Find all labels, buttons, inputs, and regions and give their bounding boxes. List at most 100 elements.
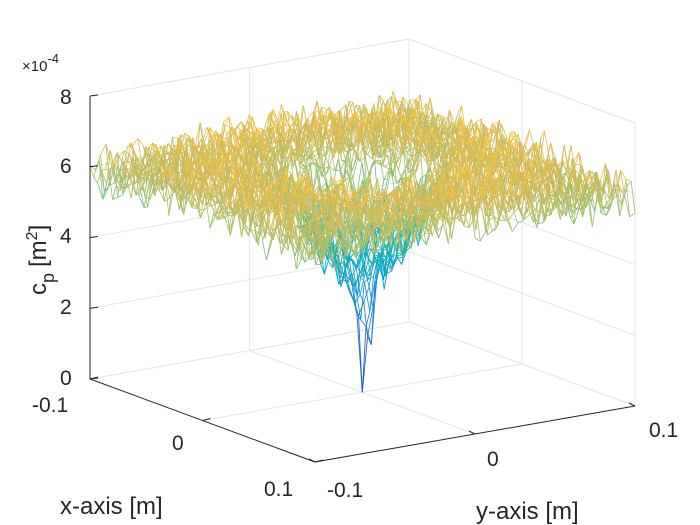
surface-line	[321, 172, 328, 178]
surface-line	[560, 203, 567, 217]
surface-line	[479, 150, 484, 179]
surface-line	[562, 160, 567, 172]
surface-line	[359, 272, 366, 295]
surface-line	[401, 253, 406, 265]
surface-line	[357, 248, 362, 296]
surface-line	[376, 257, 382, 262]
surface-line	[360, 281, 365, 320]
surface-line	[132, 138, 139, 147]
surface-line	[195, 166, 200, 180]
surface-line	[155, 143, 162, 157]
surface-line	[593, 186, 600, 205]
surface-line	[584, 175, 591, 179]
surface-line	[351, 116, 358, 122]
surface-line	[342, 127, 349, 139]
surface-line	[383, 169, 390, 181]
surface-line	[620, 170, 625, 195]
surface-line	[370, 138, 375, 163]
surface-line	[266, 170, 273, 184]
surface-line	[523, 129, 530, 145]
surface-line	[447, 148, 453, 167]
surface-line	[335, 135, 342, 161]
surface-line	[313, 144, 319, 150]
surface-line	[242, 136, 247, 139]
surface-line	[379, 159, 386, 168]
surface-line	[423, 127, 430, 132]
surface-line	[329, 166, 334, 185]
surface-line	[130, 160, 136, 199]
surface-line	[327, 118, 334, 138]
surface-line	[330, 115, 336, 145]
surface-line	[486, 139, 491, 168]
surface-line	[567, 167, 574, 184]
surface-line	[282, 156, 287, 160]
surface-line	[515, 150, 522, 180]
surface-line	[518, 177, 523, 180]
surface-line	[536, 154, 541, 168]
surface-line	[477, 167, 482, 170]
surface-line	[254, 144, 261, 154]
surface-line	[344, 115, 349, 120]
surface-line	[453, 117, 460, 130]
surface-line	[301, 122, 306, 129]
surface-line	[562, 160, 569, 166]
surface-line	[492, 122, 497, 139]
surface-line	[284, 156, 291, 163]
surface-line	[269, 156, 276, 171]
surface-line	[127, 182, 132, 199]
surface-line	[241, 150, 247, 158]
surface-line	[376, 110, 381, 123]
surface-line	[140, 146, 147, 173]
surface-line	[589, 174, 596, 179]
surface-line	[410, 113, 417, 118]
surface-line	[421, 154, 428, 164]
surface-line	[461, 129, 468, 134]
surface-line	[555, 157, 560, 189]
surface-line	[333, 256, 340, 273]
surface-line	[160, 156, 166, 171]
surface-line	[149, 143, 157, 152]
surface-line	[394, 157, 400, 159]
surface-line	[369, 119, 376, 135]
surface-line	[355, 267, 361, 295]
surface-line	[573, 207, 580, 225]
surface-line	[603, 189, 610, 199]
surface-line	[475, 169, 482, 178]
surface-line	[154, 160, 159, 196]
surface-line	[555, 191, 560, 195]
surface-line	[294, 139, 299, 155]
surface-line	[286, 115, 293, 123]
surface-line	[148, 154, 155, 171]
surface-line	[178, 142, 184, 156]
surface-line	[385, 245, 390, 249]
surface-line	[270, 120, 275, 123]
surface-line	[228, 138, 233, 147]
surface-line	[510, 131, 517, 143]
surface-line	[494, 167, 499, 177]
surface-line	[123, 161, 130, 178]
surface-line	[286, 147, 293, 160]
surface-line	[591, 191, 599, 227]
surface-line	[600, 212, 607, 216]
surface-line	[236, 143, 242, 158]
surface-line	[206, 153, 213, 166]
surface-line	[494, 167, 501, 174]
surface-line	[307, 111, 314, 119]
surface-line	[280, 112, 286, 152]
surface-line	[406, 133, 411, 139]
surface-line	[308, 145, 314, 153]
surface-line	[268, 121, 275, 142]
surface-line	[327, 184, 334, 187]
surface-line	[409, 99, 414, 115]
surface-line	[514, 177, 520, 183]
surface-line	[270, 121, 277, 142]
surface-line	[491, 163, 498, 188]
surface-line	[557, 196, 564, 206]
surface-line	[375, 95, 380, 146]
surface-line	[397, 147, 402, 151]
surface-line	[347, 121, 352, 128]
surface-line	[457, 167, 464, 175]
surface-line	[506, 154, 512, 162]
surface-line	[474, 150, 481, 171]
surface-line	[322, 119, 327, 133]
